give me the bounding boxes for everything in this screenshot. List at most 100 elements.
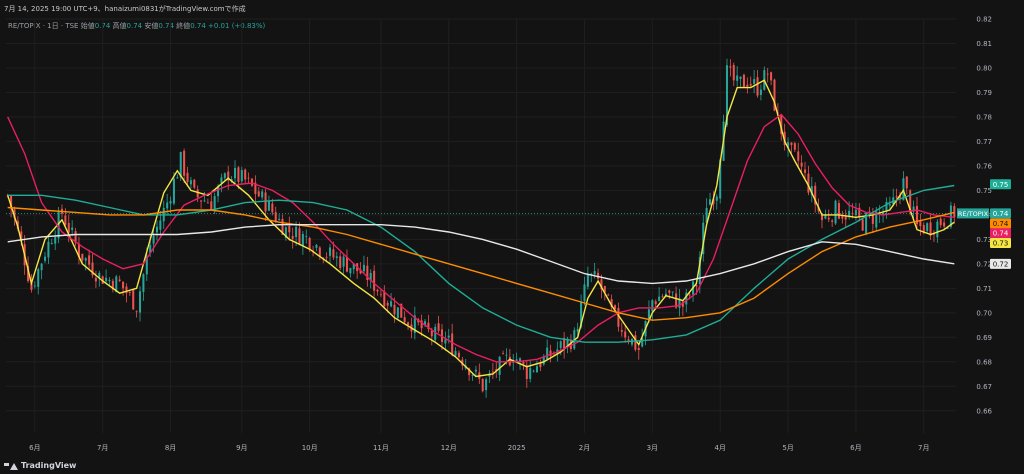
candle-body <box>196 189 199 198</box>
candle-body <box>854 209 857 216</box>
candle-body <box>685 292 688 305</box>
candle-body <box>298 228 301 245</box>
price-tag: 0.73 <box>990 238 1011 249</box>
candle-body <box>848 210 851 218</box>
candle-body <box>434 326 437 340</box>
candle-body <box>953 206 956 218</box>
candle-body <box>614 305 617 309</box>
candle-body <box>814 185 817 205</box>
candle-body <box>288 225 291 233</box>
candle-body <box>44 256 47 261</box>
candle-body <box>508 356 511 366</box>
price-tag: 0.74 <box>990 218 1011 229</box>
tradingview-brand[interactable]: TradingView <box>4 461 76 470</box>
high-label: 高値 <box>112 22 127 30</box>
candle-body <box>27 265 30 282</box>
candle-body <box>383 291 386 307</box>
y-tick-label: 0.79 <box>976 89 992 97</box>
candle-body <box>658 296 661 302</box>
candle-body <box>709 199 712 205</box>
candle-body <box>620 330 623 332</box>
y-tick-label: 0.73 <box>976 236 992 244</box>
candle-body <box>770 72 773 81</box>
y-tick-label: 0.81 <box>976 40 992 48</box>
candle-body <box>559 341 562 348</box>
change-value: +0.01 (+0.83%) <box>208 22 266 30</box>
y-tick-label: 0.82 <box>976 16 992 24</box>
candle-body <box>413 315 416 333</box>
candle-body <box>922 224 925 234</box>
symbol-name[interactable]: RE/TOPIX · 1日 · TSE <box>8 22 79 30</box>
candle-body <box>675 293 678 308</box>
candle-body <box>220 177 223 184</box>
candle-body <box>576 329 579 332</box>
candle-body <box>949 205 952 227</box>
candle-body <box>725 65 728 125</box>
y-tick-label: 0.70 <box>976 309 992 317</box>
candle-body <box>77 243 80 258</box>
candle-body <box>135 310 138 312</box>
candle-body <box>810 186 813 195</box>
low-label: 安値 <box>144 22 159 30</box>
candle-body <box>227 171 230 181</box>
candle-body <box>529 368 532 379</box>
candle-body <box>274 212 277 222</box>
candle-body <box>6 194 9 196</box>
ma-line-4 <box>7 224 955 285</box>
candle-body <box>661 296 664 298</box>
candle-body <box>393 304 396 315</box>
candle-body <box>498 356 501 375</box>
open-label: 始値 <box>80 22 95 30</box>
candle-body <box>125 286 128 294</box>
candle-body <box>267 200 270 211</box>
price-tag-value: 0.73 <box>993 240 1009 248</box>
candle-body <box>654 301 657 305</box>
candle-body <box>234 167 237 179</box>
candle-body <box>305 236 308 237</box>
candle-body <box>183 150 186 176</box>
candle-body <box>145 256 148 275</box>
candle-body <box>91 262 94 276</box>
moving-average-lines <box>7 79 955 378</box>
price-tag: 0.75 <box>990 179 1011 190</box>
candle-body <box>936 221 939 238</box>
candle-body <box>179 152 182 178</box>
x-tick-label: 7月 <box>918 444 929 452</box>
candle-body <box>909 190 912 213</box>
candle-body <box>254 182 257 195</box>
price-tag-value: 0.74 <box>993 210 1009 218</box>
candle-body <box>688 294 691 296</box>
candle-body <box>664 293 667 296</box>
candle-body <box>81 253 84 261</box>
candle-body <box>749 83 752 86</box>
candle-body <box>929 222 932 236</box>
candle-body <box>200 200 203 202</box>
candle-body <box>756 77 759 96</box>
candle-body <box>244 169 247 180</box>
candle-body <box>732 65 735 81</box>
candle-body <box>169 201 172 204</box>
candle-body <box>766 73 769 75</box>
candle-body <box>505 354 508 356</box>
candle-body <box>773 79 776 111</box>
candle-body <box>787 142 790 148</box>
candle-body <box>352 263 355 270</box>
candle-body <box>915 206 918 225</box>
price-tag: 0.74 <box>990 228 1011 239</box>
candle-body <box>74 231 77 243</box>
candle-body <box>817 207 820 212</box>
candle-body <box>308 237 311 249</box>
candle-body <box>702 222 705 255</box>
low-value: 0.74 <box>158 22 174 30</box>
candle-body <box>834 200 837 224</box>
candle-body <box>851 212 854 214</box>
price-tag-bg <box>990 208 1011 219</box>
candle-body <box>742 74 745 87</box>
y-tick-label: 0.66 <box>976 407 992 415</box>
candle-body <box>101 276 104 284</box>
x-tick-label: 6月 <box>850 444 861 452</box>
candle-body <box>71 227 74 230</box>
candle-body <box>943 222 946 227</box>
